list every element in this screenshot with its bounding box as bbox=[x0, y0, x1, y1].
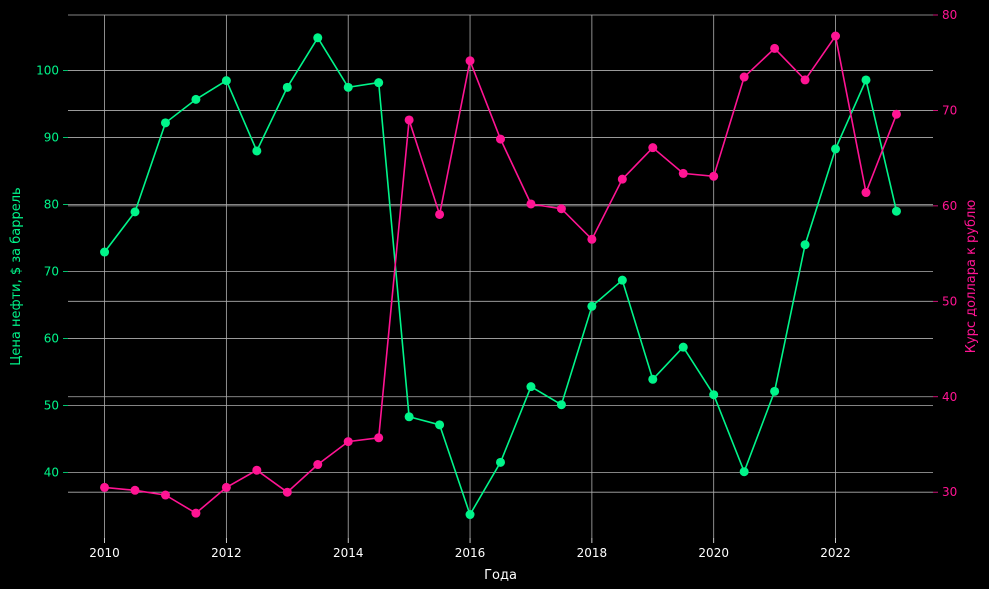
y-left-tick-label: 40 bbox=[44, 465, 59, 479]
usd-rate-point bbox=[831, 31, 841, 41]
oil-price-point bbox=[404, 412, 414, 422]
oil-price-point bbox=[160, 118, 170, 128]
oil-price-point bbox=[678, 342, 688, 352]
usd-rate-point bbox=[617, 174, 627, 184]
x-tick-label: 2022 bbox=[820, 546, 851, 560]
y-right-tick-label: 40 bbox=[942, 390, 957, 404]
y-right-tick-label: 70 bbox=[942, 103, 957, 117]
oil-price-point bbox=[343, 82, 353, 92]
usd-rate-point bbox=[770, 43, 780, 53]
usd-rate-point bbox=[587, 234, 597, 244]
usd-rate-point bbox=[374, 433, 384, 443]
usd-rate-point bbox=[221, 482, 231, 492]
oil-price-point bbox=[100, 247, 110, 257]
usd-rate-point bbox=[130, 485, 140, 495]
oil-price-point bbox=[800, 240, 810, 250]
usd-rate-point bbox=[404, 115, 414, 125]
usd-rate-point bbox=[709, 171, 719, 181]
x-tick-label: 2012 bbox=[211, 546, 242, 560]
usd-rate-point bbox=[800, 75, 810, 85]
oil-price-point bbox=[465, 510, 475, 520]
usd-rate-point bbox=[526, 199, 536, 209]
x-tick-label: 2018 bbox=[577, 546, 608, 560]
oil-price-point bbox=[435, 420, 445, 430]
usd-rate-point bbox=[678, 168, 688, 178]
usd-rate-point bbox=[313, 460, 323, 470]
axes: 2010 2012 2014 2016 2018 2020 2022 40 50 60 70 80 90… bbox=[36, 8, 957, 560]
usd-rate-point bbox=[648, 143, 658, 153]
y-right-tick-label: 60 bbox=[942, 199, 957, 213]
y-left-tick-label: 70 bbox=[44, 264, 59, 278]
x-tick-label: 2010 bbox=[89, 546, 120, 560]
x-axis-title: Года bbox=[484, 568, 517, 583]
usd-rate-point bbox=[891, 109, 901, 119]
y-left-tick-label: 60 bbox=[44, 331, 59, 345]
y-axis-left-title: Цена нефти, $ за баррель bbox=[9, 187, 24, 365]
oil-price-point bbox=[526, 382, 536, 392]
usd-rate-point bbox=[739, 72, 749, 82]
oil-price-point bbox=[556, 400, 566, 410]
usd-rate-point bbox=[435, 209, 445, 219]
y-left-tick-label: 90 bbox=[44, 131, 59, 145]
y-left-tick-label: 50 bbox=[44, 398, 59, 412]
oil-price-point bbox=[374, 78, 384, 88]
x-tick-label: 2020 bbox=[698, 546, 729, 560]
usd-rate-point bbox=[191, 508, 201, 518]
usd-rate-point bbox=[465, 56, 475, 66]
usd-rate-point bbox=[861, 188, 871, 198]
x-tick-label: 2014 bbox=[333, 546, 364, 560]
usd-rate-point bbox=[282, 487, 292, 497]
y-right-tick-label: 50 bbox=[942, 294, 957, 308]
y-left-tick-label: 100 bbox=[36, 64, 59, 78]
y-axis-right-title: Курс доллара к рублю bbox=[964, 200, 979, 354]
oil-price-point bbox=[313, 33, 323, 43]
oil-price-point bbox=[831, 144, 841, 154]
x-tick-label: 2016 bbox=[455, 546, 486, 560]
oil-price-point bbox=[587, 301, 597, 311]
oil-price-point bbox=[891, 206, 901, 216]
oil-price-point bbox=[496, 457, 505, 467]
oil-price-point bbox=[221, 76, 231, 86]
usd-rate-point bbox=[496, 134, 505, 144]
oil-price-point bbox=[617, 275, 627, 285]
oil-price-point bbox=[252, 146, 262, 156]
usd-rate-point bbox=[160, 490, 170, 500]
oil-price-point bbox=[130, 207, 140, 217]
oil-price-point bbox=[861, 75, 871, 85]
series-layer bbox=[100, 31, 901, 520]
usd-rate-point bbox=[556, 204, 566, 214]
oil-price-point bbox=[191, 94, 201, 104]
oil-price-point bbox=[739, 467, 749, 477]
oil-price-point bbox=[709, 390, 719, 400]
y-right-tick-label: 80 bbox=[942, 8, 957, 22]
oil-price-point bbox=[282, 82, 292, 92]
y-right-tick-label: 30 bbox=[942, 485, 957, 499]
usd-rate-point bbox=[100, 482, 110, 492]
usd-rate-point bbox=[343, 437, 353, 447]
oil-price-point bbox=[770, 386, 780, 396]
usd-rate-point bbox=[252, 465, 262, 475]
oil-price-point bbox=[648, 374, 658, 384]
y-left-tick-label: 80 bbox=[44, 198, 59, 212]
